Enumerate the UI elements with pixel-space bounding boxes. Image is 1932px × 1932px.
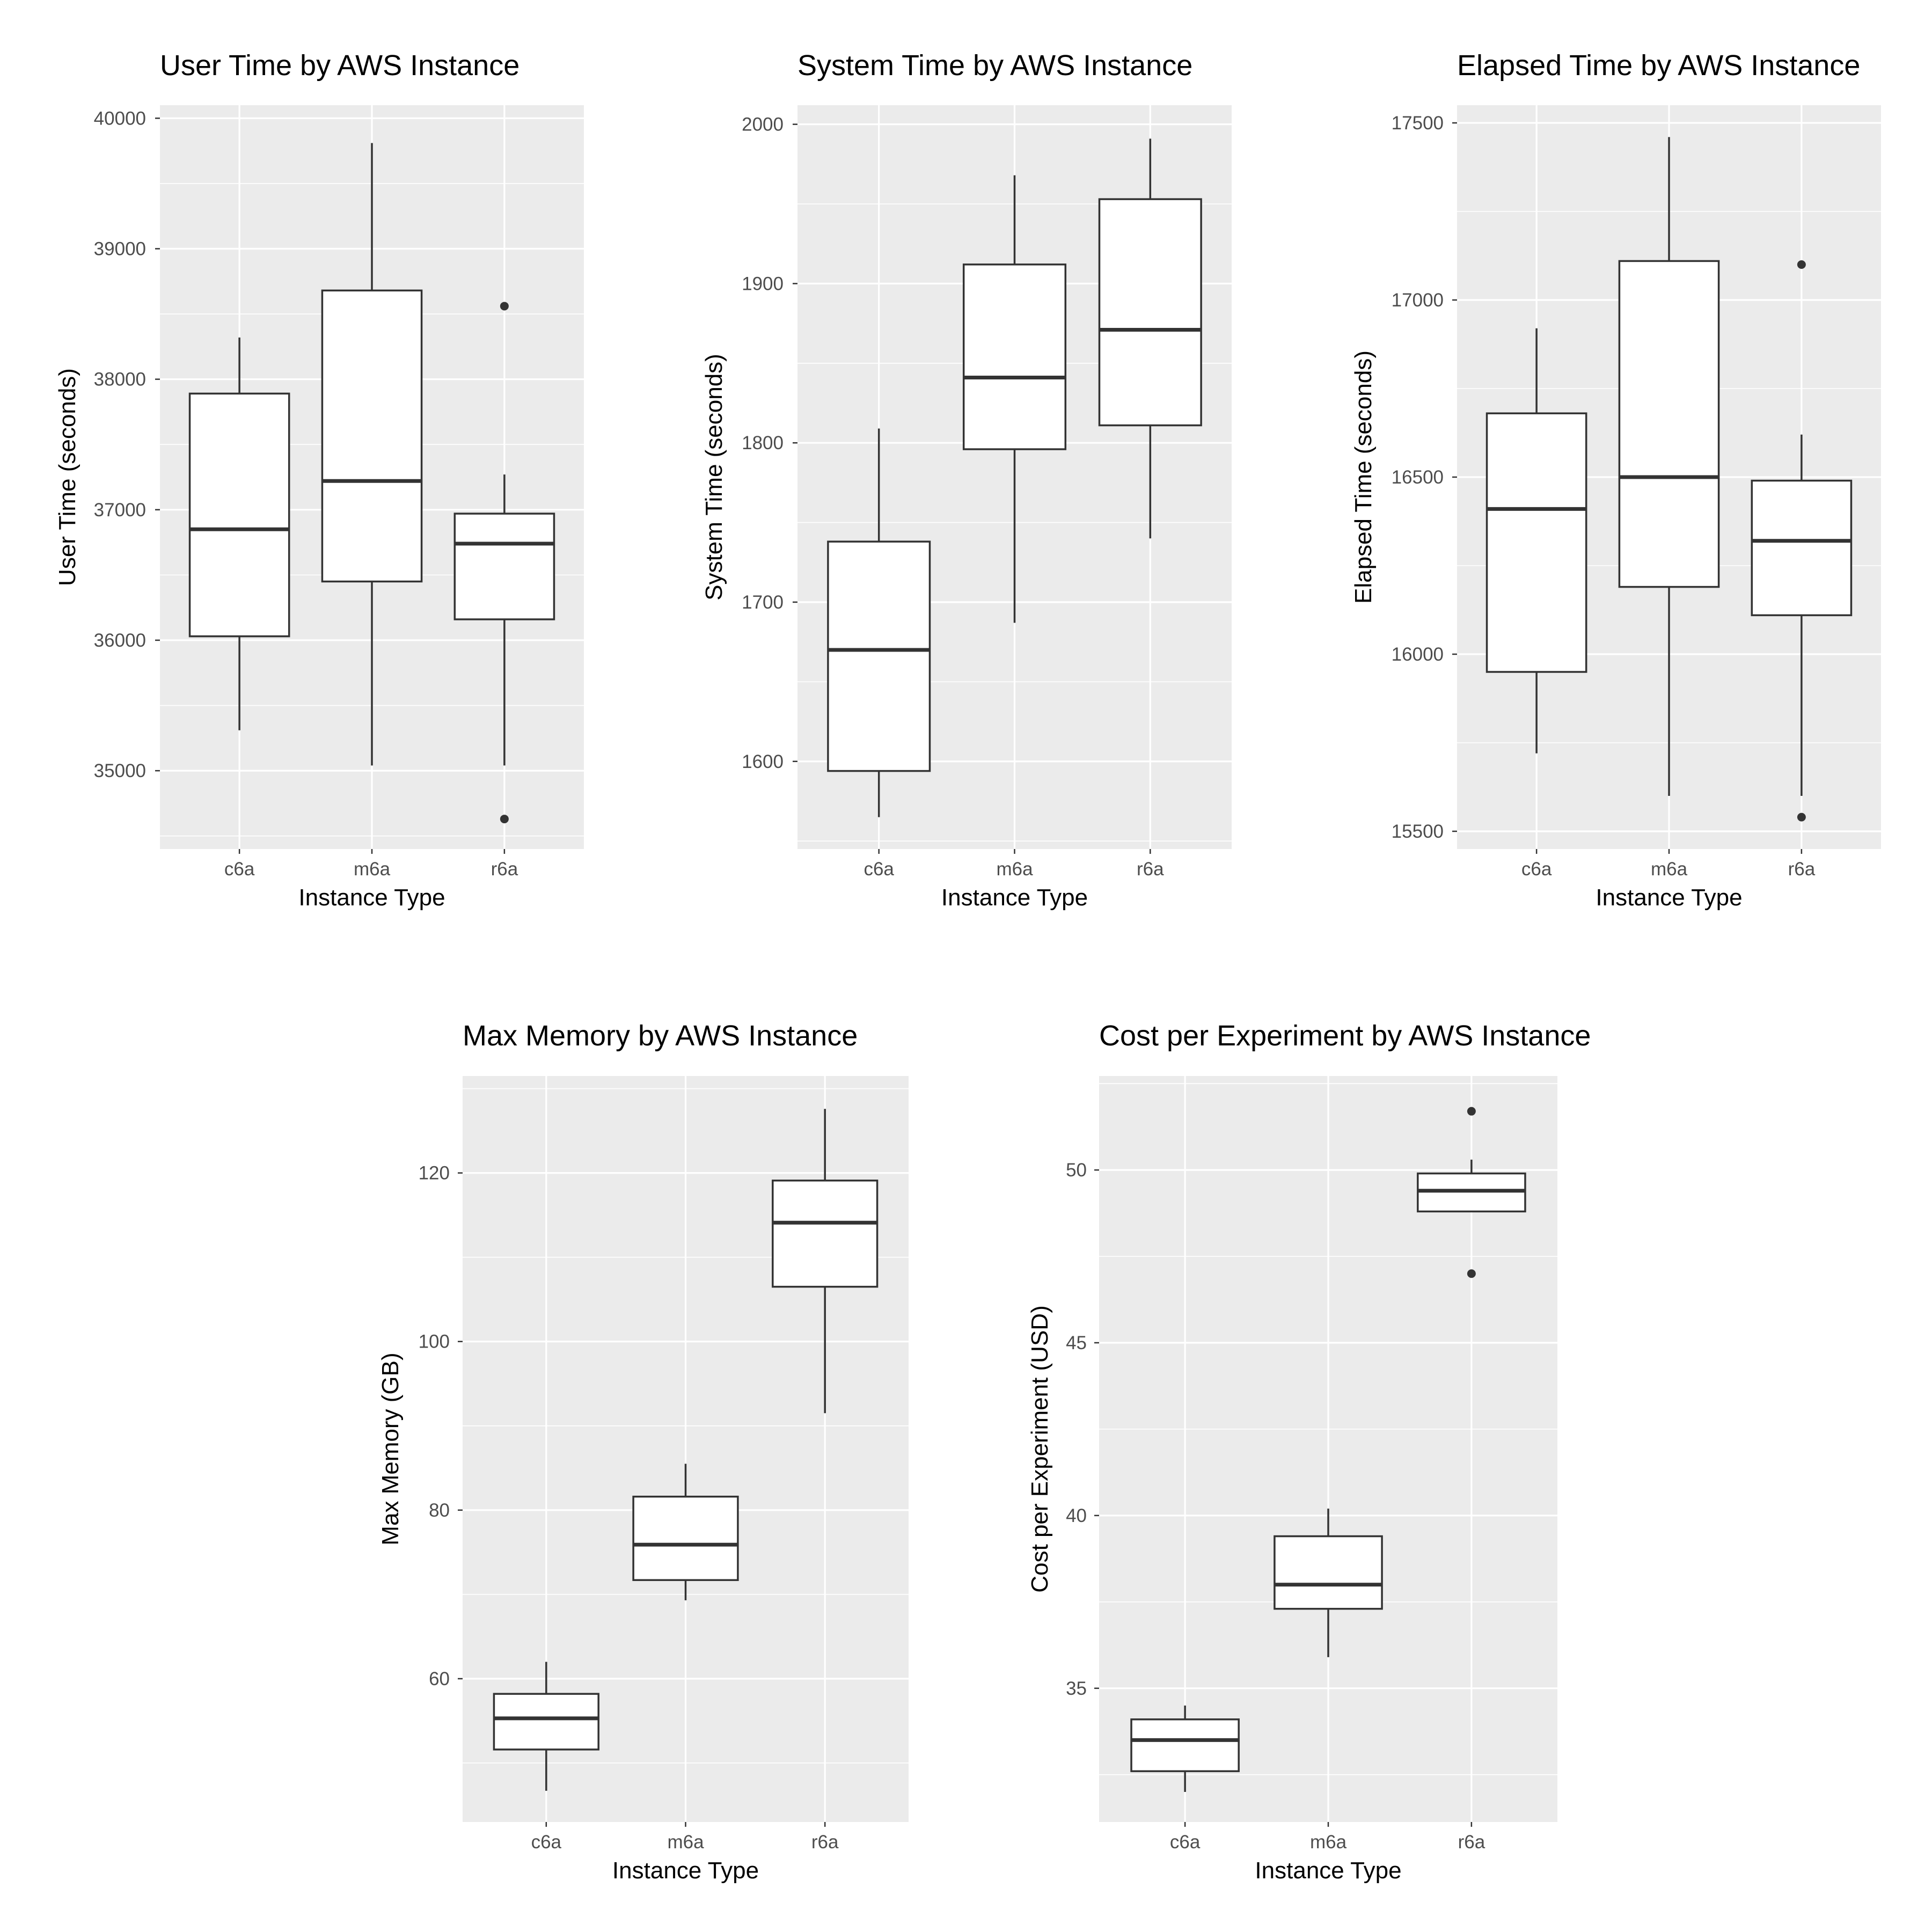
y-tick-label: 35 (1066, 1678, 1087, 1699)
x-tick-label: c6a (863, 859, 894, 880)
x-axis-title: Instance Type (941, 884, 1088, 911)
chart-panel-1: 35000 36000 37000 38000 39000 40000 c6a m6a r6a U… (54, 49, 584, 911)
iqr-box (321, 289, 423, 583)
y-tick-label: 60 (429, 1668, 450, 1689)
x-tick-label: r6a (491, 859, 518, 880)
y-tick-label: 35000 (94, 760, 146, 781)
x-axis-title: Instance Type (612, 1857, 759, 1884)
outlier-point (1797, 813, 1806, 822)
y-tick-label: 36000 (94, 630, 146, 651)
box-r6a (453, 302, 555, 824)
box-m6a (321, 143, 423, 766)
x-tick-label: m6a (354, 859, 391, 880)
y-tick-label: 100 (419, 1331, 450, 1352)
chart-title: Max Memory by AWS Instance (463, 1020, 858, 1052)
box-r6a (1417, 1107, 1526, 1278)
y-tick-label: 15500 (1392, 821, 1444, 842)
y-axis-title: User Time (seconds) (54, 368, 80, 586)
x-tick-label: r6a (1788, 859, 1816, 880)
box-c6a (188, 337, 290, 730)
y-tick-label: 39000 (94, 238, 146, 259)
box-c6a (1130, 1706, 1240, 1792)
box-r6a (1751, 260, 1853, 822)
outlier-point (1467, 1107, 1476, 1116)
iqr-box (493, 1693, 599, 1751)
box-m6a (632, 1463, 739, 1600)
y-axis-title: Elapsed Time (seconds) (1350, 350, 1377, 604)
box-m6a (1618, 137, 1720, 796)
x-tick-label: c6a (1170, 1832, 1201, 1853)
y-tick-label: 45 (1066, 1333, 1087, 1353)
y-tick-label: 2000 (742, 114, 784, 135)
x-tick-label: c6a (1521, 859, 1552, 880)
y-axis-title: System Time (seconds) (701, 354, 727, 601)
iqr-box (1098, 198, 1202, 427)
box-r6a (1098, 138, 1202, 539)
y-tick-label: 1700 (742, 592, 784, 613)
x-tick-label: m6a (1310, 1832, 1347, 1853)
y-tick-label: 40000 (94, 108, 146, 129)
box-c6a (1485, 328, 1587, 753)
y-tick-label: 16000 (1392, 644, 1444, 665)
outlier-point (1467, 1269, 1476, 1278)
outlier-point (500, 302, 509, 311)
chart-panel-2: 1600 1700 1800 1900 2000 c6a m6a r6a System Time… (701, 49, 1232, 911)
y-tick-label: 40 (1066, 1505, 1087, 1526)
x-tick-label: r6a (1458, 1832, 1485, 1853)
y-axis-title: Cost per Experiment (USD) (1027, 1305, 1053, 1592)
y-tick-label: 1800 (742, 433, 784, 453)
y-tick-label: 1600 (742, 751, 784, 772)
y-tick-label: 38000 (94, 369, 146, 390)
x-axis-title: Instance Type (1255, 1857, 1401, 1884)
x-tick-label: m6a (996, 859, 1033, 880)
x-tick-label: r6a (1137, 859, 1164, 880)
iqr-box (1618, 260, 1720, 588)
x-axis-title: Instance Type (298, 884, 445, 911)
outlier-point (1797, 260, 1806, 269)
iqr-box (827, 540, 931, 772)
y-tick-label: 17000 (1392, 290, 1444, 311)
iqr-box (453, 513, 555, 620)
y-tick-label: 80 (429, 1500, 450, 1521)
chart-title: Elapsed Time by AWS Instance (1457, 49, 1860, 82)
iqr-box (962, 264, 1067, 450)
chart-title: System Time by AWS Instance (797, 49, 1192, 82)
box-c6a (493, 1662, 599, 1791)
iqr-box (632, 1495, 739, 1581)
y-tick-label: 120 (419, 1163, 450, 1184)
x-tick-label: m6a (667, 1832, 704, 1853)
x-tick-label: m6a (1651, 859, 1688, 880)
iqr-box (1130, 1718, 1240, 1773)
iqr-box (772, 1180, 879, 1288)
iqr-box (1751, 479, 1853, 617)
y-tick-label: 1900 (742, 273, 784, 294)
chart-panel-5: 35 40 45 50 c6a m6a r6a Cost per Experiment by … (1027, 1020, 1591, 1884)
y-tick-label: 16500 (1392, 467, 1444, 488)
box-m6a (1274, 1509, 1383, 1657)
iqr-box (188, 392, 290, 638)
x-tick-label: c6a (531, 1832, 562, 1853)
y-axis-title: Max Memory (GB) (377, 1352, 404, 1545)
y-tick-label: 50 (1066, 1160, 1087, 1181)
y-tick-label: 17500 (1392, 113, 1444, 134)
chart-panel-3: 15500 16000 16500 17000 17500 c6a m6a r6a Elapse… (1350, 49, 1881, 911)
chart-title: User Time by AWS Instance (160, 49, 519, 82)
x-tick-label: c6a (224, 859, 255, 880)
box-c6a (827, 428, 931, 817)
iqr-box (1485, 412, 1587, 673)
box-r6a (772, 1109, 879, 1414)
outlier-point (500, 815, 509, 824)
y-tick-label: 37000 (94, 500, 146, 521)
x-axis-title: Instance Type (1596, 884, 1742, 911)
x-tick-label: r6a (811, 1832, 839, 1853)
chart-panel-4: 60 80 100 120 c6a m6a r6a Max Memory by AWS Ins… (377, 1020, 909, 1884)
iqr-box (1274, 1535, 1383, 1610)
box-m6a (962, 175, 1067, 623)
chart-title: Cost per Experiment by AWS Instance (1099, 1020, 1591, 1052)
